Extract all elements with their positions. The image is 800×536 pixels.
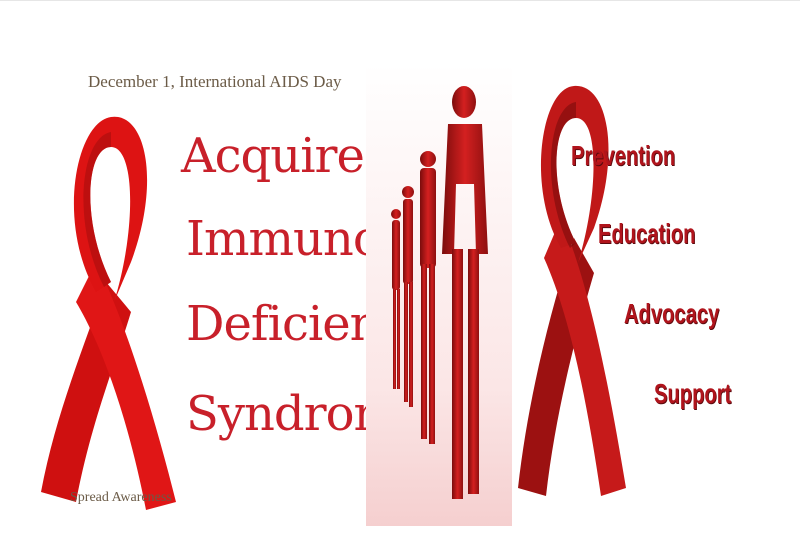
dark-red-ribbon-icon (518, 85, 626, 496)
word-immuno: Immuno (186, 211, 382, 267)
red-ribbon-icon (41, 116, 176, 510)
top-divider (0, 0, 800, 1)
word-prevention: Prevention (571, 140, 676, 171)
spread-awareness-caption: Spread Awareness (70, 490, 172, 505)
person-figure-3 (420, 151, 436, 444)
person-figure-2 (402, 186, 414, 407)
word-support: Support (654, 378, 732, 409)
word-education: Education (598, 218, 696, 249)
figures-illustration (366, 64, 512, 526)
word-advocacy: Advocacy (624, 298, 720, 329)
aids-day-card: December 1, International AIDS Day Acqui… (36, 60, 433, 530)
person-figure-4 (442, 86, 488, 499)
prevention-card: Prevention Education Advocacy Support (516, 60, 736, 530)
person-figure-1 (391, 209, 401, 389)
word-acquired: Acquired (181, 128, 395, 184)
aids-day-header: December 1, International AIDS Day (88, 72, 342, 91)
figures-image (366, 64, 512, 526)
